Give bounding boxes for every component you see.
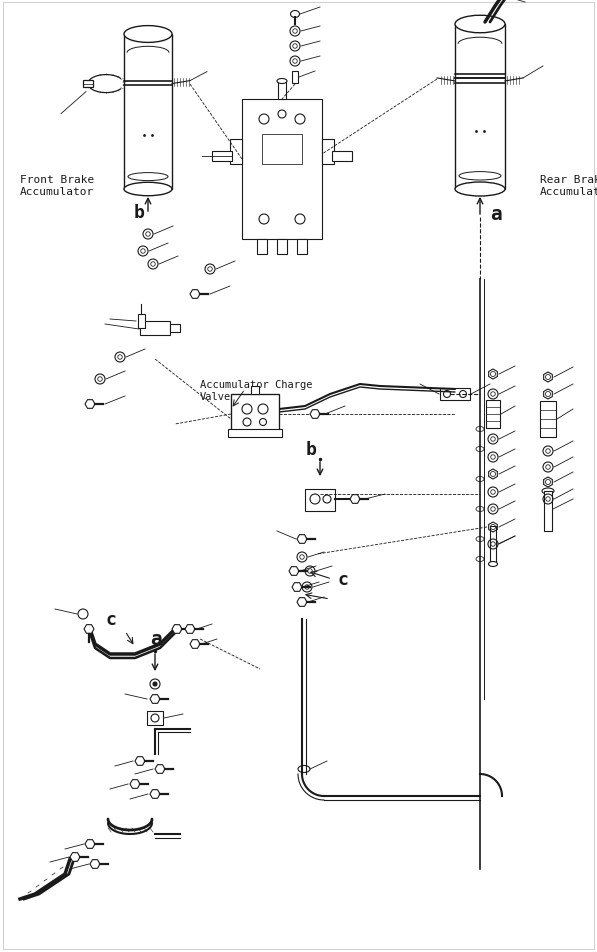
Bar <box>540 402 556 438</box>
Polygon shape <box>289 567 299 576</box>
Ellipse shape <box>476 507 484 512</box>
Text: Front Brake
Accumulator: Front Brake Accumulator <box>20 175 94 196</box>
Bar <box>124 35 172 189</box>
Bar <box>278 82 286 100</box>
Bar <box>544 491 552 531</box>
Ellipse shape <box>124 183 172 196</box>
Bar <box>231 394 279 434</box>
Polygon shape <box>292 583 302 592</box>
Text: a: a <box>490 205 501 224</box>
Text: c: c <box>105 610 116 628</box>
Polygon shape <box>155 764 165 774</box>
Polygon shape <box>310 410 320 419</box>
Ellipse shape <box>476 537 484 542</box>
Ellipse shape <box>476 427 484 432</box>
Bar <box>257 240 267 255</box>
Ellipse shape <box>277 79 287 85</box>
Polygon shape <box>84 625 94 634</box>
Polygon shape <box>350 495 360 504</box>
Bar <box>262 135 302 165</box>
Bar <box>305 489 335 511</box>
Bar <box>230 140 242 165</box>
Polygon shape <box>135 757 145 765</box>
Bar <box>322 140 334 165</box>
Bar <box>251 387 259 394</box>
Bar <box>147 711 163 725</box>
Text: a: a <box>150 629 162 648</box>
Polygon shape <box>190 290 200 299</box>
Bar <box>490 526 496 565</box>
Bar <box>277 240 287 255</box>
Polygon shape <box>85 400 95 409</box>
Polygon shape <box>172 625 182 634</box>
Circle shape <box>153 683 157 686</box>
Bar <box>486 401 500 428</box>
Bar <box>138 315 145 328</box>
Ellipse shape <box>488 562 497 566</box>
Polygon shape <box>90 860 100 868</box>
Bar <box>83 81 93 88</box>
Bar <box>228 429 282 438</box>
Ellipse shape <box>298 765 310 773</box>
Text: Accumulator Charge
Valve: Accumulator Charge Valve <box>200 380 312 401</box>
Ellipse shape <box>455 183 505 197</box>
Ellipse shape <box>476 447 484 452</box>
Ellipse shape <box>476 557 484 562</box>
Ellipse shape <box>542 488 554 494</box>
Polygon shape <box>85 840 95 848</box>
Ellipse shape <box>291 11 300 18</box>
Text: Rear Brake
Accumulator: Rear Brake Accumulator <box>540 175 597 196</box>
Text: b: b <box>134 204 145 222</box>
Polygon shape <box>297 598 307 606</box>
Polygon shape <box>150 695 160 704</box>
Bar <box>455 25 505 189</box>
Ellipse shape <box>476 477 484 482</box>
Ellipse shape <box>455 16 505 33</box>
Bar <box>440 388 470 401</box>
Bar <box>140 322 170 336</box>
Ellipse shape <box>124 27 172 44</box>
Bar <box>212 151 232 162</box>
Bar <box>292 72 298 84</box>
Polygon shape <box>190 640 200 648</box>
Bar <box>170 325 180 332</box>
Bar <box>242 100 322 240</box>
Polygon shape <box>70 853 80 862</box>
Bar <box>297 240 307 255</box>
Polygon shape <box>297 535 307 544</box>
Text: c: c <box>337 570 348 588</box>
Text: b: b <box>306 441 317 459</box>
Polygon shape <box>130 780 140 788</box>
Polygon shape <box>185 625 195 634</box>
Polygon shape <box>150 790 160 799</box>
Bar <box>332 151 352 162</box>
